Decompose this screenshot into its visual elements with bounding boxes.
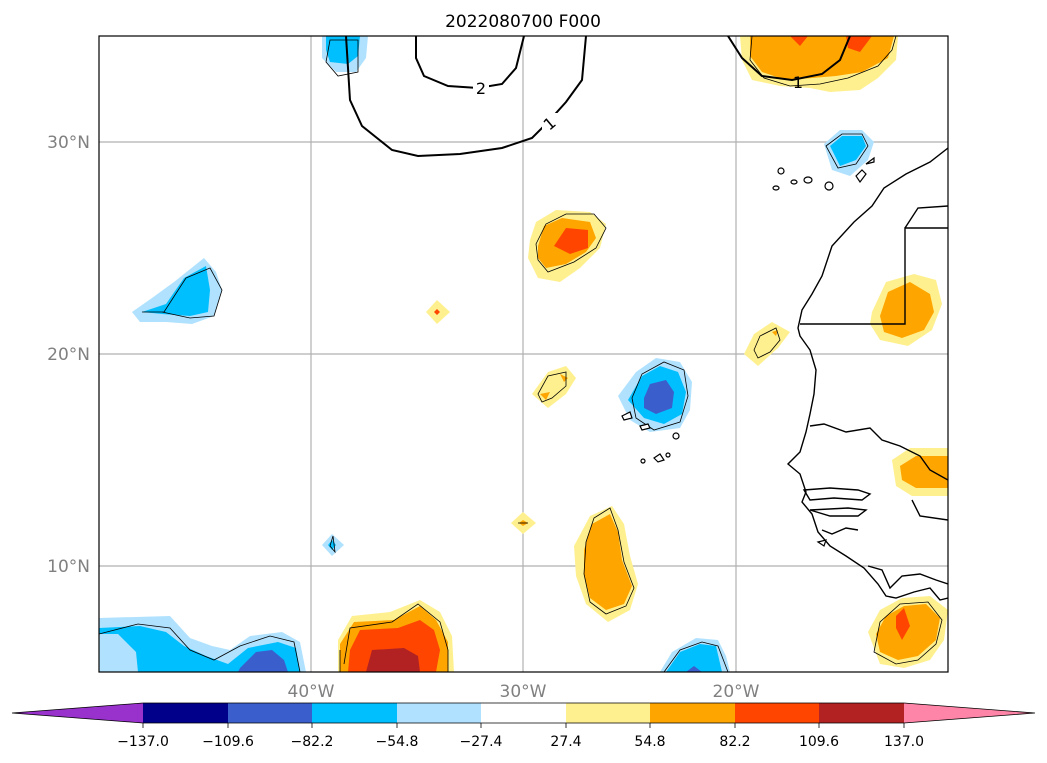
colorbar-tick-label: 54.8 — [634, 734, 665, 750]
colorbar-tick-label: −54.8 — [376, 734, 419, 750]
contour-1b — [727, 36, 851, 82]
colorbar-tick-label: −109.6 — [202, 734, 254, 750]
contour-labels: 2 1 1 — [473, 73, 803, 134]
colorbar-tick-label: 27.4 — [550, 734, 581, 750]
colorbar-tick-label: 82.2 — [719, 734, 750, 750]
negative-anomaly-blobs — [99, 36, 874, 672]
contour-2 — [415, 36, 525, 90]
colorbar-segment — [819, 703, 904, 723]
colorbar-tick-label: 109.6 — [799, 734, 839, 750]
lon-label-20w: 20°W — [713, 682, 760, 702]
colorbar: −137.0 −109.6 −82.2 −54.8 −27.4 27.4 54.… — [11, 702, 1036, 750]
colorbar-segment — [228, 703, 312, 723]
colorbar-segment — [650, 703, 735, 723]
colorbar-tick-label: −137.0 — [117, 734, 169, 750]
colorbar-segment — [143, 703, 228, 723]
anomaly-outlines — [99, 36, 943, 672]
colorbar-segment — [481, 703, 566, 723]
positive-anomaly-blobs — [338, 36, 948, 672]
lon-label-30w: 30°W — [500, 682, 547, 702]
colorbar-tick-label: −82.2 — [291, 734, 334, 750]
lon-label-40w: 40°W — [288, 682, 335, 702]
colorbar-segment — [735, 703, 819, 723]
colorbar-tick-label: 137.0 — [884, 734, 924, 750]
contour-1 — [345, 36, 587, 158]
colorbar-segment — [566, 703, 650, 723]
contour-label-2: 2 — [476, 79, 486, 98]
latitude-labels: 30°N 20°N 10°N — [47, 133, 90, 577]
colorbar-tick-label: −27.4 — [460, 734, 503, 750]
map-frame — [98, 35, 949, 673]
lat-label-20n: 20°N — [47, 345, 90, 365]
lat-label-30n: 30°N — [47, 133, 90, 153]
blob-pos-sahel-pt — [744, 322, 790, 366]
coastlines — [621, 147, 948, 601]
lat-label-10n: 10°N — [47, 557, 90, 577]
colorbar-ticks — [142, 723, 905, 728]
longitude-labels: 40°W 30°W 20°W — [288, 682, 760, 702]
contour-label-1b: 1 — [793, 73, 803, 92]
colorbar-segment — [397, 703, 481, 723]
map-area: 2 1 1 — [99, 36, 948, 672]
colorbar-extend-low — [12, 703, 143, 723]
gridlines — [99, 36, 948, 672]
colorbar-extend-high — [904, 703, 1035, 723]
figure-title: 2022080700 F000 — [445, 12, 601, 32]
contour-lines — [345, 36, 851, 158]
colorbar-segment — [312, 703, 397, 723]
